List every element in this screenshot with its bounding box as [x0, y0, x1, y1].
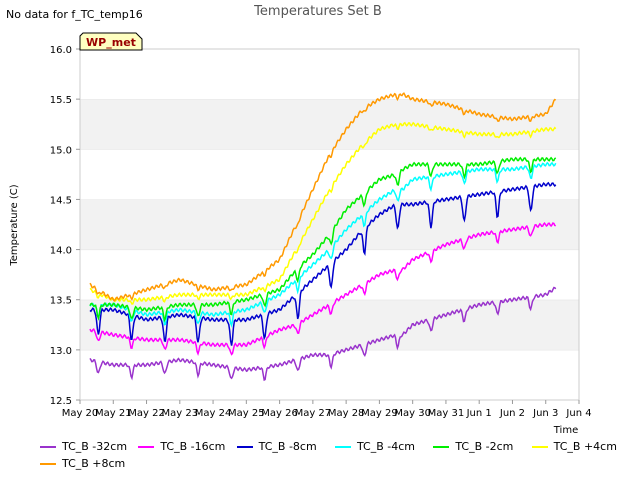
grid-band [80, 199, 579, 250]
legend-label: TC_B -16cm [160, 440, 226, 453]
x-tick-label: May 29 [361, 408, 398, 419]
legend-swatch [40, 445, 56, 448]
legend-swatch [334, 445, 351, 448]
annotation-label: WP_met [86, 36, 136, 49]
legend-label: TC_B -2cm [455, 440, 514, 453]
y-tick-label: 13.5 [50, 296, 72, 307]
plot-frame [79, 48, 580, 401]
legend-label: TC_B +8cm [62, 457, 126, 470]
legend-swatch [236, 445, 253, 448]
legend: TC_B -32cm TC_B -16cm TC_B -8cm TC_B -4cm TC… [40, 438, 630, 472]
legend-label: TC_B -32cm [62, 440, 128, 453]
x-tick-label: May 30 [394, 408, 431, 419]
x-tick-label: May 31 [428, 408, 465, 419]
grid-band [80, 99, 579, 150]
legend-item: TC_B -4cm [334, 440, 433, 453]
x-tick-label: May 21 [95, 408, 132, 419]
x-tick-label: May 26 [261, 408, 298, 419]
x-tick-label: Jun 4 [565, 408, 591, 419]
y-axis-label: Temperature (C) [9, 184, 20, 266]
legend-item: TC_B -32cm [40, 440, 138, 453]
y-tick-label: 13.0 [50, 346, 72, 357]
y-tick-label: 16.0 [50, 45, 72, 56]
legend-label: TC_B -4cm [356, 440, 416, 453]
legend-label: TC_B +4cm [553, 440, 617, 453]
chart-title: Temperatures Set B [253, 4, 382, 19]
x-tick-label: May 28 [328, 408, 365, 419]
series-line-tc-b-8cm [89, 181, 557, 346]
x-tick-label: Jun 3 [532, 408, 558, 419]
legend-item: TC_B -2cm [433, 440, 531, 453]
x-tick-label: May 20 [62, 408, 99, 419]
grid-band [80, 299, 579, 350]
x-tick-label: May 22 [128, 408, 165, 419]
legend-item: TC_B +8cm [40, 457, 141, 470]
legend-swatch [40, 462, 56, 465]
x-axis-label: Time [553, 425, 578, 436]
series-line-tc-b-4cm [89, 121, 557, 305]
series-line-tc-b-32cm [89, 286, 557, 382]
legend-row: TC_B +8cm [40, 455, 630, 472]
y-tick-label: 14.5 [50, 195, 72, 206]
legend-label: TC_B -8cm [258, 440, 317, 453]
x-tick-label: Jun 2 [499, 408, 525, 419]
grid-band [80, 49, 579, 100]
annotation-badge: WP_met [79, 32, 143, 51]
legend-item: TC_B +4cm [531, 440, 630, 453]
legend-row: TC_B -32cm TC_B -16cm TC_B -8cm TC_B -4cm TC… [40, 438, 630, 455]
legend-swatch [531, 445, 548, 448]
no-data-note: No data for f_TC_temp16 [6, 8, 143, 21]
x-tick-label: May 27 [295, 408, 332, 419]
y-tick-label: 14.0 [50, 246, 72, 257]
legend-item: TC_B -8cm [236, 440, 335, 453]
y-tick-label: 12.5 [50, 396, 72, 407]
x-tick-label: May 25 [228, 408, 265, 419]
y-ticks: 12.5 13.0 13.5 14.0 14.5 15.0 15.5 16.0 [50, 45, 80, 407]
legend-swatch [138, 445, 155, 448]
x-tick-label: Jun 1 [466, 408, 492, 419]
legend-swatch [433, 445, 450, 448]
series-line-tc-b-2cm [89, 156, 557, 323]
y-tick-label: 15.0 [50, 145, 72, 156]
x-tick-label: May 24 [195, 408, 232, 419]
series-lines [89, 92, 557, 382]
plot-background [80, 48, 579, 400]
x-tick-label: May 23 [162, 408, 199, 419]
series-line-tc-b-8cm [89, 92, 557, 302]
series-line-tc-b-4cm [89, 161, 557, 328]
series-line-tc-b-16cm [89, 222, 557, 356]
legend-item: TC_B -16cm [138, 440, 236, 453]
y-tick-label: 15.5 [50, 95, 72, 106]
